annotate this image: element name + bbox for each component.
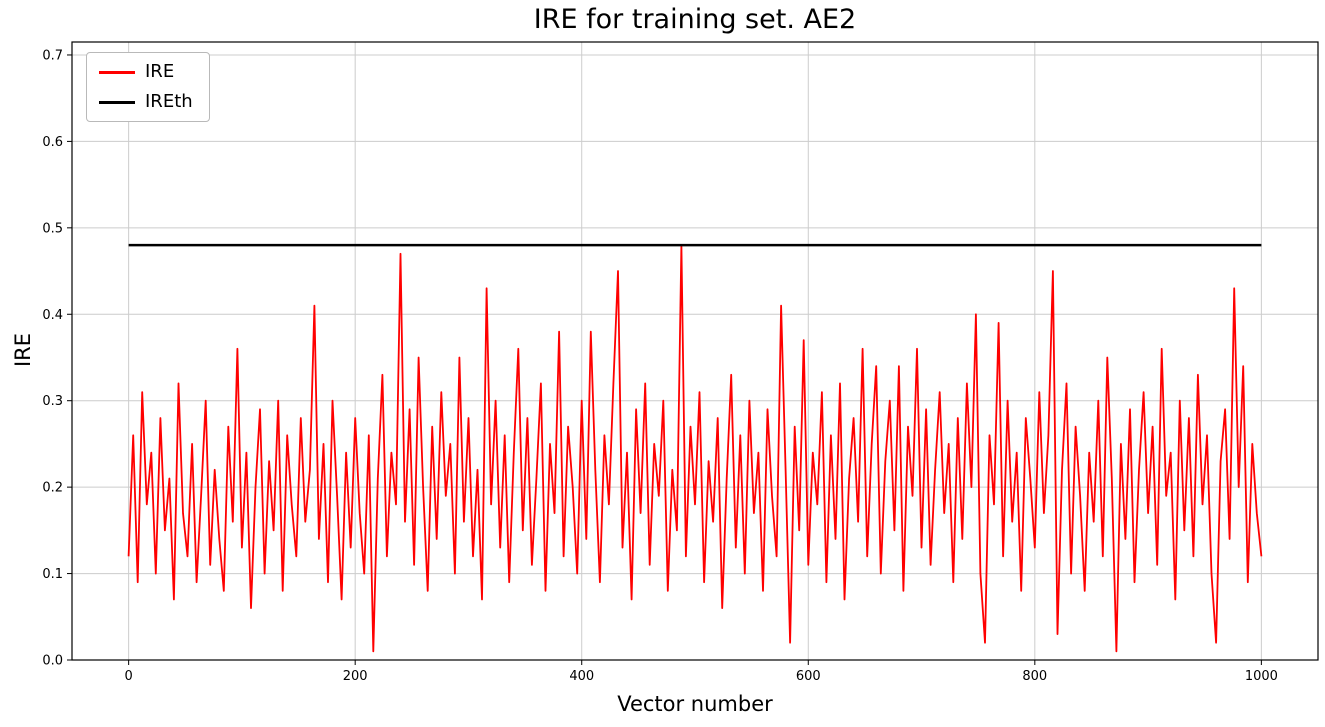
legend-label-ire: IRE [145,61,175,82]
y-tick-label: 0.1 [42,567,63,582]
axis-ticks: 0 200 400 600 800 1000 0.0 0.1 0.2 0.3 0.4 0.5 0.6 0.… [42,48,1278,684]
legend-line-ireth [99,100,135,104]
y-tick-label: 0.7 [42,48,63,63]
chart-title: IRE for training set. AE2 [533,4,857,35]
x-tick-label: 800 [1022,669,1047,684]
x-tick-label: 200 [343,669,368,684]
y-tick-label: 0.3 [42,394,63,409]
y-tick-label: 0.2 [42,481,63,496]
legend: IRE IREth [86,52,210,122]
y-tick-label: 0.0 [42,654,63,669]
legend-line-ire [99,70,135,74]
y-axis-label: IRE [11,332,35,368]
x-tick-label: 0 [124,669,132,684]
x-tick-label: 600 [796,669,821,684]
y-tick-label: 0.4 [42,308,63,323]
y-tick-label: 0.6 [42,135,63,150]
gridlines [72,42,1318,661]
y-tick-label: 0.5 [42,221,63,236]
legend-entry-ireth: IREth [99,93,193,111]
legend-entry-ire: IRE [99,63,193,81]
series-lines [127,243,1263,653]
x-tick-label: 400 [569,669,594,684]
x-axis-label: Vector number [617,692,773,716]
axes-frame [71,41,1319,661]
x-tick-label: 1000 [1245,669,1278,684]
series-ire [127,244,1263,653]
legend-label-ireth: IREth [145,91,193,112]
